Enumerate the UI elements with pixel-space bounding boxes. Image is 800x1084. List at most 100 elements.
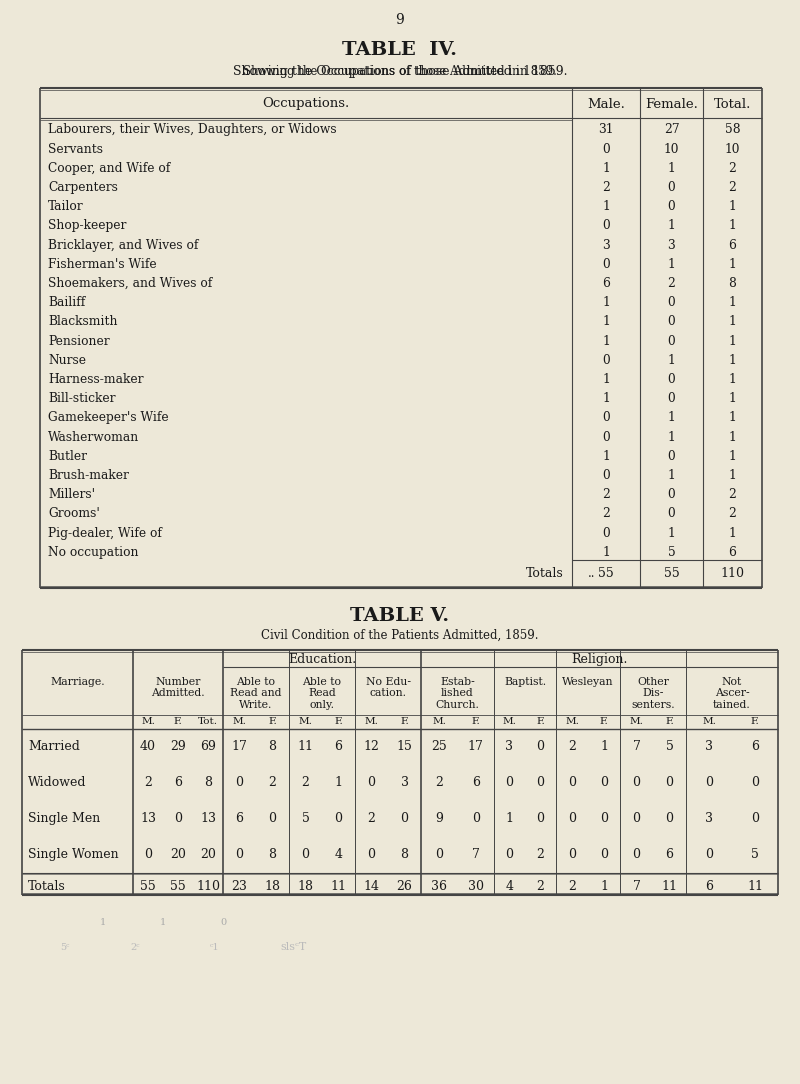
- Text: 5: 5: [751, 848, 759, 861]
- Text: 8: 8: [269, 848, 277, 861]
- Text: Able to
Read
only.: Able to Read only.: [302, 676, 342, 710]
- Text: 9: 9: [435, 812, 443, 825]
- Text: 1: 1: [729, 296, 736, 309]
- Text: 2: 2: [729, 488, 737, 501]
- Text: 2: 2: [667, 278, 675, 291]
- Text: 69: 69: [200, 740, 216, 753]
- Text: 0: 0: [705, 776, 713, 789]
- Text: 7: 7: [472, 848, 480, 861]
- Text: 1: 1: [602, 450, 610, 463]
- Text: 55: 55: [140, 880, 156, 893]
- Text: 5: 5: [302, 812, 310, 825]
- Text: 3: 3: [668, 238, 675, 251]
- Text: 3: 3: [506, 740, 514, 753]
- Text: 1: 1: [729, 392, 736, 405]
- Text: 4: 4: [506, 880, 514, 893]
- Text: 15: 15: [397, 740, 413, 753]
- Text: F.: F.: [174, 718, 182, 726]
- Text: Bailiff: Bailiff: [48, 296, 86, 309]
- Text: 0: 0: [668, 296, 675, 309]
- Text: 17: 17: [468, 740, 484, 753]
- Text: 1: 1: [729, 335, 736, 348]
- Text: Carpenters: Carpenters: [48, 181, 118, 194]
- Text: Totals: Totals: [526, 567, 564, 580]
- Text: 110: 110: [196, 880, 220, 893]
- Text: Fisherman's Wife: Fisherman's Wife: [48, 258, 157, 271]
- Text: Occupations.: Occupations.: [262, 98, 350, 111]
- Text: 0: 0: [705, 848, 713, 861]
- Text: 1: 1: [602, 162, 610, 175]
- Text: 1: 1: [668, 162, 675, 175]
- Text: 0: 0: [600, 812, 608, 825]
- Text: 58: 58: [725, 124, 740, 137]
- Text: 1: 1: [602, 546, 610, 559]
- Text: 25: 25: [431, 740, 447, 753]
- Text: 0: 0: [602, 430, 610, 443]
- Text: 1: 1: [602, 373, 610, 386]
- Text: 2: 2: [568, 740, 576, 753]
- Text: 1: 1: [600, 740, 608, 753]
- Text: 0: 0: [537, 776, 545, 789]
- Text: F.: F.: [536, 718, 545, 726]
- Text: M.: M.: [502, 718, 517, 726]
- Text: 1: 1: [729, 527, 736, 540]
- Text: Showing the Occupations of those Admitted in 1859.: Showing the Occupations of those Admitte…: [233, 65, 567, 78]
- Text: M.: M.: [298, 718, 313, 726]
- Text: 8: 8: [729, 278, 737, 291]
- Text: 10: 10: [664, 143, 679, 156]
- Text: Millers': Millers': [48, 488, 95, 501]
- Text: 10: 10: [725, 143, 740, 156]
- Text: 0: 0: [367, 848, 375, 861]
- Text: Pensioner: Pensioner: [48, 335, 110, 348]
- Text: Labourers, their Wives, Daughters, or Widows: Labourers, their Wives, Daughters, or Wi…: [48, 124, 337, 137]
- Text: ..: ..: [588, 567, 596, 580]
- Text: 0: 0: [668, 450, 675, 463]
- Text: 2: 2: [568, 880, 576, 893]
- Text: Grooms': Grooms': [48, 507, 100, 520]
- Text: 6: 6: [729, 546, 737, 559]
- Text: No occupation: No occupation: [48, 546, 138, 559]
- Text: 0: 0: [666, 776, 674, 789]
- Text: Gamekeeper's Wife: Gamekeeper's Wife: [48, 412, 169, 425]
- Text: 1: 1: [668, 258, 675, 271]
- Text: 0: 0: [537, 740, 545, 753]
- Text: Civil Condition of the Patients Admitted, 1859.: Civil Condition of the Patients Admitted…: [262, 629, 538, 642]
- Text: 1: 1: [602, 335, 610, 348]
- Text: 8: 8: [269, 740, 277, 753]
- Text: 0: 0: [668, 488, 675, 501]
- Text: Butler: Butler: [48, 450, 87, 463]
- Text: F.: F.: [334, 718, 343, 726]
- Text: 2: 2: [435, 776, 443, 789]
- Text: Female.: Female.: [645, 98, 698, 111]
- Text: 0: 0: [633, 848, 641, 861]
- Text: Bricklayer, and Wives of: Bricklayer, and Wives of: [48, 238, 198, 251]
- Text: 0: 0: [401, 812, 409, 825]
- Text: 11: 11: [747, 880, 763, 893]
- Text: 0: 0: [668, 335, 675, 348]
- Text: 4: 4: [334, 848, 342, 861]
- Text: 0: 0: [668, 507, 675, 520]
- Text: F.: F.: [750, 718, 759, 726]
- Text: 1: 1: [100, 917, 106, 927]
- Text: Servants: Servants: [48, 143, 103, 156]
- Text: 2: 2: [302, 776, 310, 789]
- Text: Shop-keeper: Shop-keeper: [48, 219, 126, 232]
- Text: Baptist.: Baptist.: [504, 676, 546, 686]
- Text: M.: M.: [630, 718, 643, 726]
- Text: 1: 1: [729, 469, 736, 482]
- Text: 2: 2: [729, 162, 737, 175]
- Text: Total.: Total.: [714, 98, 751, 111]
- Text: 1: 1: [729, 373, 736, 386]
- Text: 0: 0: [174, 812, 182, 825]
- Text: 23: 23: [231, 880, 247, 893]
- Text: 8: 8: [401, 848, 409, 861]
- Text: Marriage.: Marriage.: [50, 676, 105, 686]
- Text: 1: 1: [729, 315, 736, 328]
- Text: 1: 1: [668, 219, 675, 232]
- Text: 0: 0: [367, 776, 375, 789]
- Text: 11: 11: [298, 740, 314, 753]
- Text: 0: 0: [235, 776, 243, 789]
- Text: Blacksmith: Blacksmith: [48, 315, 118, 328]
- Text: 0: 0: [668, 373, 675, 386]
- Text: 55: 55: [598, 567, 614, 580]
